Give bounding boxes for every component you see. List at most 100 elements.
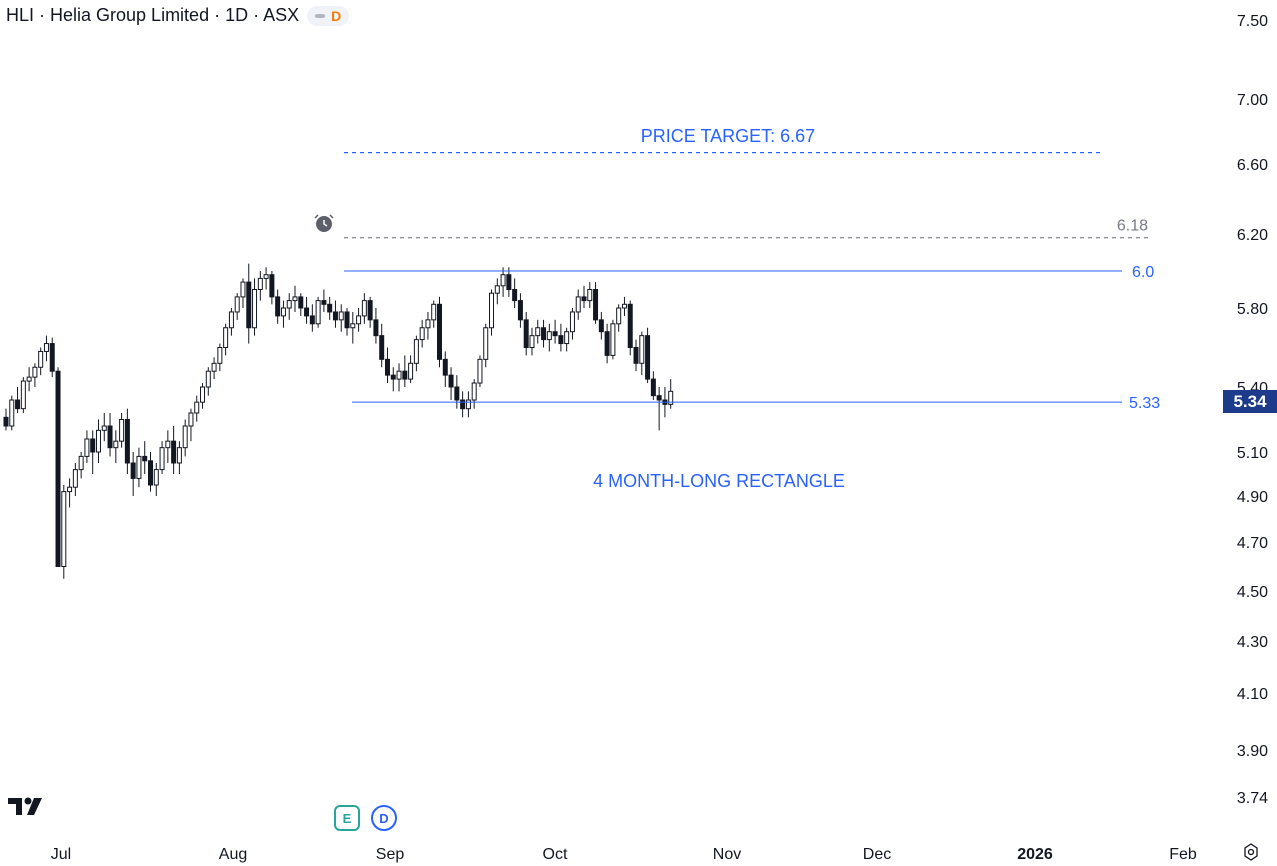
time-tick-label: Oct — [543, 846, 568, 863]
price-tick-label: 7.50 — [1237, 13, 1268, 30]
levels-layer: 6.18 6.0 5.33 — [344, 152, 1160, 412]
candle-body — [130, 462, 136, 479]
candle-body — [315, 300, 321, 325]
candle-body — [269, 274, 275, 298]
candle-body — [119, 419, 125, 442]
delayed-flag: D — [331, 7, 342, 24]
candle-body — [656, 395, 662, 401]
candle-body — [194, 401, 200, 414]
candle-body — [633, 347, 639, 364]
tradingview-logo-icon[interactable] — [8, 795, 46, 822]
price-tick-label: 4.10 — [1237, 686, 1268, 703]
candle-body — [20, 380, 26, 410]
candle-body — [569, 311, 575, 333]
candle-body — [257, 277, 263, 290]
candle-body — [517, 300, 523, 321]
candle-body — [448, 374, 454, 388]
candle-body — [38, 350, 44, 368]
rectangle-label: 4 MONTH-LONG RECTANGLE — [593, 471, 845, 491]
candle-body — [361, 300, 367, 317]
candle-body — [124, 419, 130, 464]
candle-body — [246, 281, 252, 329]
last-price-marker: 5.34 — [1223, 390, 1277, 413]
candle-body — [84, 438, 90, 457]
candle-body — [275, 296, 281, 317]
candle-body — [223, 327, 229, 348]
candle-body — [26, 376, 32, 382]
price-target-label: PRICE TARGET: 6.67 — [641, 126, 815, 146]
candle-body — [107, 425, 113, 449]
candle-body — [408, 362, 414, 380]
candle-body — [465, 399, 471, 410]
candle-body — [90, 438, 96, 453]
price-tick-label: 6.60 — [1237, 157, 1268, 174]
price-tick-label: 4.90 — [1237, 489, 1268, 506]
candle-body — [176, 447, 182, 464]
candle-body — [373, 319, 379, 337]
candle-body — [338, 311, 344, 321]
candle-body — [454, 386, 460, 401]
candle-body — [182, 425, 188, 449]
candle-body — [419, 327, 425, 341]
candle-body — [425, 319, 431, 329]
earnings-badge-icon[interactable]: E — [334, 805, 360, 831]
candle-body — [494, 285, 500, 294]
candle-body — [604, 331, 610, 356]
candle-body — [67, 486, 73, 493]
time-tick-label: Jul — [51, 846, 71, 863]
candle-body — [49, 343, 55, 372]
price-tick-label: 5.10 — [1237, 445, 1268, 462]
candle-body — [142, 455, 148, 462]
candle-body — [390, 374, 396, 380]
market-status-pill[interactable]: D — [307, 5, 350, 26]
time-tick-label: Nov — [713, 846, 741, 863]
candle-body — [32, 366, 38, 378]
price-tick-label: 5.80 — [1237, 301, 1268, 318]
candle-body — [529, 335, 535, 348]
candle-body — [263, 274, 269, 279]
candle-body — [523, 319, 529, 349]
symbol-title[interactable]: HLI · Helia Group Limited · 1D · ASX — [6, 5, 300, 25]
candle-body — [55, 370, 61, 568]
candle-body — [9, 399, 15, 427]
candle-body — [581, 296, 587, 302]
candle-body — [384, 358, 390, 376]
resistance-label: 6.0 — [1132, 264, 1154, 281]
candle-body — [558, 335, 564, 345]
chart-header: HLI · Helia Group Limited · 1D · ASX D — [6, 5, 350, 26]
time-axis: Jul Aug Sep Oct Nov Dec 2026 Feb — [51, 846, 1197, 863]
candle-body — [43, 343, 49, 352]
dividend-badge-icon[interactable]: D — [371, 805, 397, 831]
candle-body — [228, 311, 234, 329]
alarm-clock-icon[interactable] — [314, 214, 334, 232]
price-tick-label: 4.70 — [1237, 535, 1268, 552]
candle-body — [321, 300, 327, 305]
candle-body — [171, 440, 177, 464]
candle-body — [286, 300, 292, 309]
time-tick-label: Aug — [219, 846, 247, 863]
candle-body — [153, 469, 159, 486]
candle-body — [650, 378, 656, 397]
candle-body — [535, 327, 541, 337]
candle-body — [234, 296, 240, 313]
time-tick-label: Sep — [376, 846, 405, 863]
candle-body — [460, 399, 466, 410]
candle-body — [564, 331, 570, 345]
candle-body — [471, 382, 477, 401]
level-label-6-18: 6.18 — [1117, 218, 1148, 235]
candle-body — [148, 460, 153, 486]
candle-body — [512, 289, 518, 302]
candle-body — [575, 296, 581, 313]
chart-settings-icon[interactable] — [1242, 843, 1260, 866]
candle-body — [546, 331, 552, 341]
candle-body — [587, 289, 593, 302]
candles-layer — [3, 263, 674, 579]
candle-body — [159, 447, 165, 471]
price-tick-label: 6.20 — [1237, 227, 1268, 244]
candle-body — [15, 399, 21, 410]
candle-body — [217, 347, 223, 364]
candle-body — [113, 440, 119, 449]
status-dash-icon — [315, 13, 326, 18]
candle-body — [61, 491, 67, 568]
